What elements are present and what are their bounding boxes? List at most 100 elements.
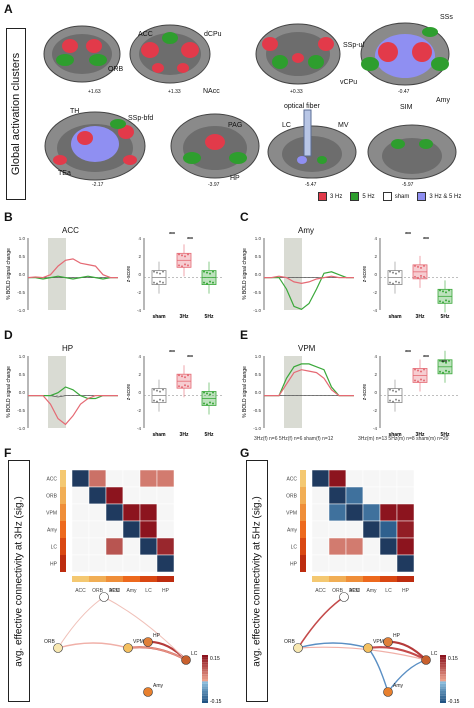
matrix-row-label: VPM — [286, 511, 297, 517]
heatmap-cell — [139, 554, 158, 573]
network-node-label: HP — [153, 633, 161, 639]
heatmap-cell — [122, 469, 141, 488]
region-label-orb: ORB — [108, 66, 124, 73]
region-label-optical-fiber: optical fiber — [284, 103, 320, 110]
heatmap-cell — [379, 486, 398, 505]
coord-1: +1.63 — [88, 89, 101, 95]
box-category: sham — [388, 314, 402, 320]
panelB-letter: B — [4, 210, 13, 224]
network-node-label: HP — [393, 633, 401, 639]
left-tick: 0.5 — [255, 372, 262, 377]
left-tick: -0.5 — [253, 408, 261, 413]
bottom-strip — [123, 576, 140, 582]
legend-both: 3 Hz & 5 Hz — [417, 192, 461, 201]
colorbar-segment — [202, 667, 208, 670]
slice-6 — [170, 113, 260, 179]
network-node-acc — [339, 592, 349, 602]
heatmap-cell — [105, 486, 124, 505]
panelB-ylabel: % BOLD signal change — [6, 248, 12, 300]
right-tick: 4 — [138, 236, 141, 241]
heatmap-cell — [379, 537, 398, 556]
left-tick: 0.0 — [19, 390, 26, 395]
left-tick: 0.0 — [19, 272, 26, 277]
box-category: 5Hz — [205, 432, 214, 438]
panelD-ylabel: % BOLD signal change — [6, 366, 12, 418]
heatmap-cell — [156, 520, 175, 539]
panelB-title: ACC — [62, 226, 79, 235]
panelE-letter: E — [240, 328, 249, 342]
sig-marker: *** — [187, 355, 193, 361]
network-edge — [297, 642, 369, 649]
panelB-container: B ACC 1.0 0.5 0.0 -0.5 -1.0 % BOLD signal chan… — [4, 210, 234, 322]
heatmap-cell — [345, 520, 364, 539]
heatmap-cell — [311, 486, 330, 505]
side-strip — [60, 504, 66, 521]
network-edge — [57, 642, 129, 649]
heatmap-cell — [379, 554, 398, 573]
sig-marker: *** — [441, 360, 447, 366]
colorbar-segment — [202, 691, 208, 694]
heatmap-cell — [139, 469, 158, 488]
colorbar-segment — [202, 669, 208, 672]
side-strip — [300, 487, 306, 504]
colorbar-segment — [440, 686, 446, 689]
matrix-row-label: LC — [51, 545, 58, 551]
right-tick: 0 — [138, 390, 141, 395]
right-tick: 2 — [138, 372, 141, 377]
region-label-sss: SSs — [440, 14, 453, 21]
colorbar-min: -0.15 — [210, 699, 222, 705]
network-node-label: LC — [191, 651, 198, 657]
bottom-strip — [397, 576, 414, 582]
colorbar-segment — [202, 679, 208, 682]
colorbar-segment — [440, 667, 446, 670]
heatmap-cell — [122, 537, 141, 556]
matrix-row-label: ACC — [286, 477, 297, 483]
panelC-zlabel: z-score — [362, 266, 368, 283]
right-tick: -2 — [137, 408, 141, 413]
panelC-plots: 1.0 0.5 0.0 -0.5 -1.0 % BOLD signal change 4 2 0… — [242, 232, 460, 320]
heatmap-cell — [362, 486, 381, 505]
colorbar-segment — [202, 676, 208, 679]
network-node-label: VPM — [133, 639, 144, 645]
matrix-col-label: Amy — [127, 588, 138, 594]
heatmap-cell — [362, 554, 381, 573]
panelE-title: VPM — [298, 344, 316, 353]
heatmap-cell — [122, 554, 141, 573]
sig-marker: *** — [169, 232, 175, 238]
bottom-strip — [140, 576, 157, 582]
right-tick: 2 — [374, 254, 377, 259]
heatmap-cell — [105, 554, 124, 573]
heatmap-cell — [345, 554, 364, 573]
slice-1 — [43, 25, 121, 83]
heatmap-cell — [379, 469, 398, 488]
network-edge — [297, 596, 345, 649]
heatmap-cell — [328, 469, 347, 488]
panel-a-letter: A — [4, 2, 13, 16]
side-strip — [300, 470, 306, 487]
colorbar-segment — [202, 688, 208, 691]
heatmap-cell — [88, 503, 107, 522]
network-node-acc — [99, 592, 109, 602]
heatmap-cell — [71, 486, 90, 505]
heatmap-cell — [71, 469, 90, 488]
network-node-lc — [421, 655, 431, 665]
network-node-label: VPM — [373, 639, 384, 645]
heatmap-cell — [362, 469, 381, 488]
left-tick: 0.5 — [19, 254, 26, 259]
slice-5 — [44, 111, 146, 181]
box-category: 3Hz — [416, 314, 425, 320]
left-tick: 0.0 — [255, 272, 262, 277]
side-strip — [60, 521, 66, 538]
right-tick: -4 — [373, 426, 377, 431]
panel-f-letter: F — [4, 446, 12, 460]
panelD-zlabel: z-score — [126, 384, 132, 401]
heatmap-cell — [88, 554, 107, 573]
panel-g-letter: G — [240, 446, 250, 460]
matrix-row-label: VPM — [46, 511, 57, 517]
right-tick: -4 — [137, 426, 141, 431]
left-tick: 0.5 — [255, 254, 262, 259]
network-node-hp — [143, 637, 153, 647]
matrix-row-label: LC — [291, 545, 298, 551]
colorbar-segment — [202, 655, 208, 658]
network-edge — [57, 596, 105, 649]
